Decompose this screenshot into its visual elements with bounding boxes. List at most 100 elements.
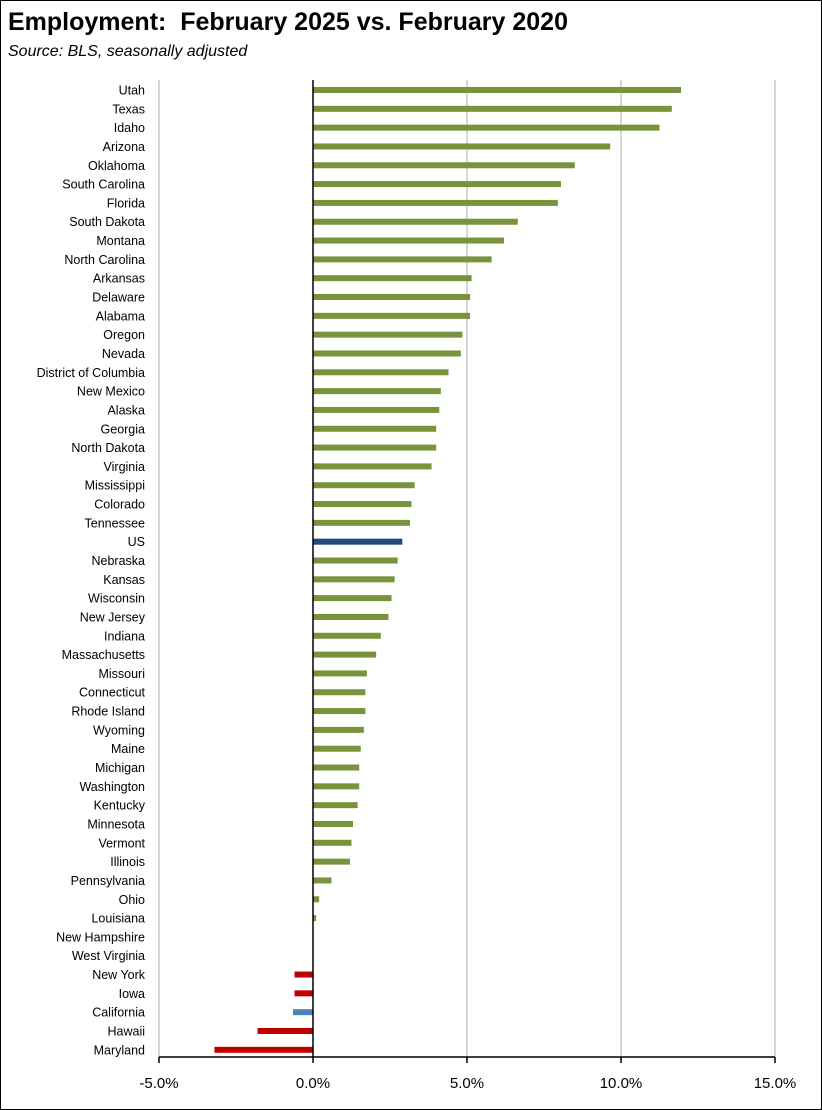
x-tick-label: 15.0% <box>754 1075 797 1092</box>
bar-kansas <box>313 576 395 583</box>
category-label: Indiana <box>104 629 145 643</box>
bar-mississippi <box>313 482 415 489</box>
bar-connecticut <box>313 689 366 696</box>
category-label: New Mexico <box>77 385 145 399</box>
category-label: New York <box>92 968 146 982</box>
category-label: California <box>92 1006 145 1020</box>
category-label: Texas <box>112 102 145 116</box>
bar-massachusetts <box>313 651 377 658</box>
bar-alabama <box>313 312 471 319</box>
bar-maryland <box>214 1046 313 1053</box>
bar-missouri <box>313 670 367 677</box>
bar-south-dakota <box>313 218 518 225</box>
category-label: Michigan <box>95 761 145 775</box>
category-label: Nevada <box>102 347 145 361</box>
category-labels: Utah Texas Idaho Arizona Oklahoma South Carol… <box>37 84 146 1058</box>
bar-new-jersey <box>313 613 389 620</box>
x-tick-label: 0.0% <box>296 1075 330 1092</box>
category-label: North Dakota <box>71 441 145 455</box>
category-label: Iowa <box>119 987 145 1001</box>
category-label: Utah <box>119 84 145 98</box>
bar-montana <box>313 237 504 244</box>
bar-maine <box>313 745 361 752</box>
category-label: Vermont <box>98 836 145 850</box>
category-label: Arkansas <box>93 272 145 286</box>
bar-rhode-island <box>313 708 366 715</box>
bar-minnesota <box>313 820 354 827</box>
category-label: South Dakota <box>69 215 145 229</box>
bar-south-carolina <box>313 181 561 188</box>
bar-new-york <box>294 971 313 978</box>
category-label: Virginia <box>104 460 146 474</box>
category-label: Arizona <box>103 140 145 154</box>
category-label: Wyoming <box>93 723 145 737</box>
bar-louisiana <box>313 915 317 922</box>
bar-illinois <box>313 858 350 865</box>
category-label: South Carolina <box>62 178 145 192</box>
bar-texas <box>313 105 672 112</box>
bar-colorado <box>313 501 412 508</box>
category-label: Georgia <box>101 422 146 436</box>
category-label: Colorado <box>94 498 145 512</box>
category-label: Alabama <box>96 309 145 323</box>
gridlines <box>158 80 776 1057</box>
bar-arizona <box>313 143 611 150</box>
category-label: Illinois <box>110 855 145 869</box>
bar-nevada <box>313 350 461 357</box>
bar-wisconsin <box>313 595 392 602</box>
category-label: Montana <box>96 234 145 248</box>
bar-wyoming <box>313 726 364 733</box>
bar-north-carolina <box>313 256 492 263</box>
bar-arkansas <box>313 275 472 282</box>
category-label: Florida <box>107 196 145 210</box>
bar-district-of-columbia <box>313 369 449 376</box>
category-label: West Virginia <box>72 949 145 963</box>
category-label: Mississippi <box>85 479 145 493</box>
x-axis: -5.0% 0.0% 5.0% 10.0% 15.0% <box>139 80 796 1092</box>
bar-us <box>313 538 403 545</box>
chart-subtitle: Source: BLS, seasonally adjusted <box>8 43 248 60</box>
bar-hawaii <box>257 1028 313 1034</box>
bar-virginia <box>313 463 432 470</box>
category-label: Minnesota <box>87 817 145 831</box>
bar-new-mexico <box>313 388 441 395</box>
category-label: Maine <box>111 742 145 756</box>
category-label: District of Columbia <box>37 366 145 380</box>
bar-nebraska <box>313 557 398 564</box>
category-label: New Jersey <box>80 610 146 624</box>
bar-kentucky <box>313 802 358 809</box>
category-label: Rhode Island <box>71 705 145 719</box>
category-label: Hawaii <box>107 1025 145 1039</box>
category-label: Missouri <box>98 667 145 681</box>
category-label: Connecticut <box>79 686 146 700</box>
x-tick-label: -5.0% <box>139 1075 178 1092</box>
bar-delaware <box>313 294 471 301</box>
bar-idaho <box>313 124 660 131</box>
category-label: Nebraska <box>92 554 146 568</box>
category-label: Kansas <box>103 573 145 587</box>
category-label: New Hampshire <box>56 930 145 944</box>
category-label: US <box>128 535 145 549</box>
bar-indiana <box>313 632 381 639</box>
category-label: Tennessee <box>85 516 146 530</box>
bar-oregon <box>313 331 463 338</box>
category-label: Alaska <box>107 403 145 417</box>
category-label: Pennsylvania <box>71 874 145 888</box>
x-tick-label: 10.0% <box>600 1075 643 1092</box>
category-label: Oklahoma <box>88 159 145 173</box>
category-label: Washington <box>79 780 145 794</box>
bar-ohio <box>313 896 320 903</box>
category-label: North Carolina <box>64 253 145 267</box>
category-label: Idaho <box>114 121 145 135</box>
bar-california <box>292 1009 313 1016</box>
bar-vermont <box>313 839 352 846</box>
bar-pennsylvania <box>313 877 332 884</box>
category-label: Maryland <box>94 1043 145 1057</box>
x-tick-label: 5.0% <box>450 1075 484 1092</box>
category-label: Wisconsin <box>88 592 145 606</box>
bar-florida <box>313 199 558 206</box>
category-label: Delaware <box>92 291 145 305</box>
category-label: Kentucky <box>94 799 146 813</box>
category-label: Massachusetts <box>62 648 145 662</box>
bar-iowa <box>294 990 313 997</box>
